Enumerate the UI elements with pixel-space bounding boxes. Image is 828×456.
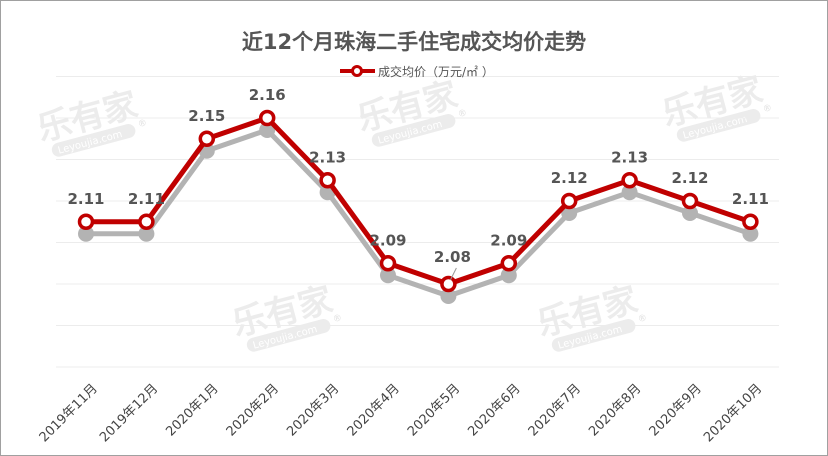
shadow-marker xyxy=(259,122,276,138)
data-point xyxy=(560,192,578,210)
svg-text:®: ® xyxy=(457,108,468,120)
data-label: 2.11 xyxy=(128,190,165,208)
data-label: 2.13 xyxy=(611,148,648,166)
data-label: 2.13 xyxy=(309,148,346,166)
x-tick-label: 2020年7月 xyxy=(526,381,584,439)
data-label: 2.11 xyxy=(67,190,104,208)
series-path xyxy=(86,115,752,287)
legend: 成交均价（万元/㎡ ） xyxy=(340,64,494,79)
data-label: 2.09 xyxy=(369,231,406,249)
x-tick-label: 2020年8月 xyxy=(586,381,644,439)
data-point xyxy=(621,172,638,189)
shadow-marker xyxy=(440,288,457,304)
data-point xyxy=(319,172,336,189)
data-point xyxy=(500,255,518,272)
shadow-marker xyxy=(742,225,759,242)
data-label: 2.08 xyxy=(434,248,471,266)
series-shadow xyxy=(78,122,759,304)
data-label: 2.16 xyxy=(249,86,286,104)
chart-title: 近12个月珠海二手住宅成交均价走势 xyxy=(242,30,586,54)
shadow-line xyxy=(86,127,752,299)
shadow-marker xyxy=(500,267,517,284)
x-tick-label: 2020年9月 xyxy=(647,381,705,439)
data-point xyxy=(258,109,276,127)
data-point xyxy=(379,255,397,272)
svg-text:®: ® xyxy=(332,313,343,325)
series-line xyxy=(77,109,759,293)
x-tick-label: 2020年3月 xyxy=(284,381,342,439)
x-tick-label: 2020年4月 xyxy=(345,381,403,439)
svg-text:®: ® xyxy=(637,313,648,325)
data-point xyxy=(681,192,699,210)
shadow-marker xyxy=(138,225,155,242)
shadow-marker xyxy=(621,184,638,201)
shadow-marker xyxy=(78,225,94,242)
data-label: 2.15 xyxy=(188,107,225,125)
data-label: 2.12 xyxy=(671,169,708,187)
data-label: 2.12 xyxy=(551,169,588,187)
label-leader xyxy=(449,267,457,281)
x-tick-label: 2020年1月 xyxy=(163,381,221,439)
data-point xyxy=(77,213,95,230)
x-tick-label: 2019年11月 xyxy=(37,381,101,445)
data-labels: 2.11 2.11 2.15 2.16 2.13 2.09 2.08 2.09 2.12 2.13… xyxy=(67,86,769,281)
shadow-marker xyxy=(380,267,396,284)
shadow-marker xyxy=(561,205,578,221)
svg-text:®: ® xyxy=(137,118,148,130)
legend-label: 成交均价（万元/㎡ ） xyxy=(378,64,494,79)
legend-marker xyxy=(351,65,363,77)
shadow-marker xyxy=(682,205,698,221)
data-point xyxy=(198,130,216,147)
data-point xyxy=(440,275,457,293)
data-point xyxy=(138,213,155,230)
x-tick-label: 2020年10月 xyxy=(701,381,765,445)
data-label: 2.09 xyxy=(490,231,527,249)
x-tick-label: 2020年6月 xyxy=(465,381,523,439)
x-tick-label: 2020年5月 xyxy=(405,381,463,439)
svg-text:®: ® xyxy=(762,103,773,115)
data-point xyxy=(742,213,759,230)
data-label: 2.11 xyxy=(732,190,769,208)
x-tick-label: 2019年12月 xyxy=(97,381,161,445)
x-tick-label: 2020年2月 xyxy=(224,381,282,439)
